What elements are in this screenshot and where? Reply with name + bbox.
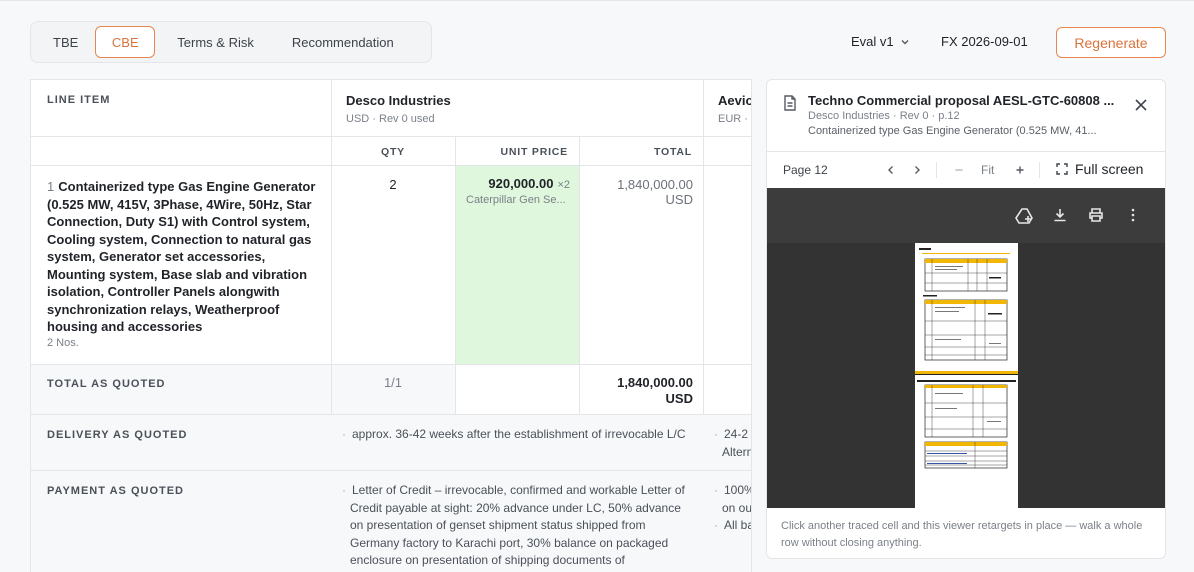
vendor-aevio-header: Aevio EUR · R [718, 93, 752, 125]
divider [31, 136, 751, 137]
delivery-desco[interactable]: approx. 36-42 weeks after the establishm… [342, 426, 692, 444]
unit-price-cell[interactable] [456, 166, 580, 364]
viewer-footer-hint: Click another traced cell and this viewe… [781, 520, 1143, 549]
fx-date: FX 2026-09-01 [941, 34, 1028, 49]
tab-recommendation[interactable]: Recommendation [291, 34, 394, 50]
delivery-aevio-line: 24-2 [714, 426, 751, 444]
viewer-meta: Desco Industries · Rev 0 · p.12 [808, 110, 960, 122]
payment-aevio[interactable]: 100% on ou All ba [714, 482, 752, 535]
comparison-table: LINE ITEM Desco Industries USD · Rev 0 u… [30, 79, 752, 572]
pdf-canvas [767, 188, 1165, 508]
toolbar-divider [1039, 162, 1040, 178]
viewer-title: Techno Commercial proposal AESL-GTC-6080… [808, 93, 1115, 108]
close-icon[interactable] [1134, 98, 1148, 112]
delivery-aevio-line: Altern [722, 444, 752, 459]
unit-price-multiplier: ×2 [557, 179, 570, 191]
qty-column-header: QTY [381, 146, 405, 158]
unit-price-value: 920,000.00 ×2 [466, 176, 570, 191]
grand-total-amount: 1,840,000.00 [617, 375, 693, 390]
qty-cell[interactable]: 2 [389, 177, 397, 192]
line-item-text: Containerized type Gas Engine Generator … [47, 179, 316, 334]
vendor-name: Desco Industries [346, 93, 451, 108]
chevron-down-icon [901, 39, 909, 44]
vendor-meta: USD · Rev 0 used [346, 113, 435, 125]
more-vertical-icon[interactable] [1125, 207, 1141, 223]
payment-aevio-line: on ou [722, 500, 752, 515]
divider [31, 364, 751, 365]
pdf-toolbar [767, 188, 1165, 243]
viewer-header: Techno Commercial proposal AESL-GTC-6080… [767, 80, 1165, 152]
drive-add-icon[interactable] [1015, 207, 1033, 225]
divider [455, 136, 456, 414]
divider [31, 165, 751, 166]
page-label: Page 12 [783, 163, 828, 177]
tab-bar: TBE CBE Terms & Risk Recommendation [30, 21, 432, 63]
payment-aevio-line: All ba [714, 517, 751, 535]
divider [703, 80, 704, 572]
vendor-name: Aevio [718, 93, 752, 108]
chevron-left-icon[interactable] [885, 164, 897, 176]
row-bg [332, 365, 455, 414]
total-as-quoted-label: TOTAL AS QUOTED [47, 378, 166, 390]
toolbar-divider [936, 162, 937, 178]
pdf-page-thumbnail[interactable] [915, 243, 1018, 508]
line-item-description: 1 Containerized type Gas Engine Generator… [47, 178, 319, 336]
vendor-meta: EUR · R [718, 113, 751, 125]
zoom-out-icon[interactable] [953, 164, 965, 176]
divider [579, 136, 580, 414]
total-currency: USD [665, 192, 693, 207]
tab-tbe[interactable]: TBE [53, 34, 79, 50]
unit-price-amount: 920,000.00 [488, 176, 554, 191]
total-column-header: TOTAL [653, 146, 692, 158]
fullscreen-button[interactable]: Full screen [1056, 161, 1143, 177]
eval-version-label: Eval v1 [851, 34, 894, 49]
line-item-number: 1 [47, 179, 55, 194]
total-amount: 1,840,000.00 [617, 177, 693, 192]
delivery-as-quoted-label: DELIVERY AS QUOTED [47, 429, 188, 441]
fit-button[interactable]: Fit [981, 163, 995, 177]
divider [31, 414, 751, 415]
top-border [0, 0, 1194, 1]
download-icon[interactable] [1052, 207, 1068, 223]
fullscreen-icon [1056, 163, 1068, 175]
delivery-aevio[interactable]: 24-2 Altern [714, 426, 752, 461]
viewer-snippet: Containerized type Gas Engine Generator … [808, 125, 1097, 137]
unit-price-note: Caterpillar Gen Se... [466, 194, 566, 206]
row-bg [31, 365, 331, 414]
line-item-header: LINE ITEM [47, 94, 111, 106]
unit-price-column-header: UNIT PRICE [500, 146, 568, 158]
total-cell[interactable]: 1,840,000.00 USD [583, 177, 693, 207]
payment-desco[interactable]: Letter of Credit – irrevocable, confirme… [342, 482, 694, 570]
print-icon[interactable] [1088, 207, 1104, 223]
zoom-in-icon[interactable] [1014, 164, 1026, 176]
line-item-qty-note: 2 Nos. [47, 337, 79, 349]
payment-as-quoted-label: PAYMENT AS QUOTED [47, 485, 184, 497]
tab-cbe[interactable]: CBE [95, 26, 156, 58]
document-icon [784, 95, 796, 111]
regenerate-button[interactable]: Regenerate [1056, 27, 1166, 58]
document-viewer: Techno Commercial proposal AESL-GTC-6080… [766, 79, 1166, 559]
divider [31, 470, 751, 471]
eval-version-select[interactable]: Eval v1 [851, 34, 910, 49]
viewer-toolbar: Page 12 Fit Full screen [767, 152, 1165, 188]
grand-total-currency: USD [665, 391, 693, 406]
chevron-right-icon[interactable] [911, 164, 923, 176]
vendor-desco-header: Desco Industries USD · Rev 0 used [346, 93, 451, 125]
fullscreen-label: Full screen [1075, 161, 1144, 177]
payment-aevio-line: 100% [714, 482, 751, 500]
tab-terms-risk[interactable]: Terms & Risk [177, 34, 254, 50]
total-count: 1/1 [383, 375, 403, 390]
divider [331, 80, 332, 572]
total-as-quoted-value[interactable]: 1,840,000.00 USD [583, 375, 693, 407]
